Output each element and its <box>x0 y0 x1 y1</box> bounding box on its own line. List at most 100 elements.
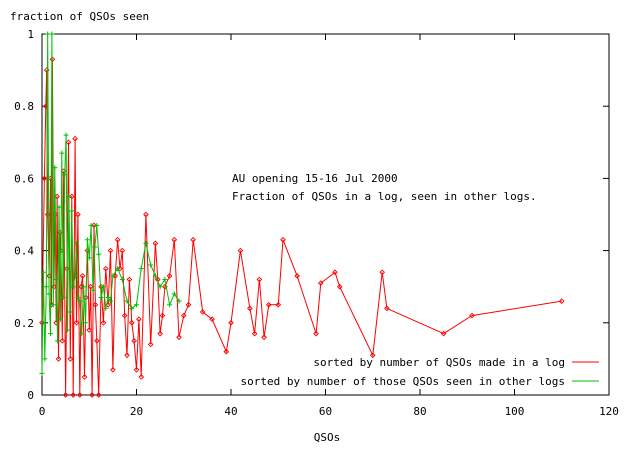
data-point <box>129 305 135 311</box>
data-point <box>68 193 75 200</box>
data-point <box>185 301 192 308</box>
data-point <box>237 247 244 254</box>
data-point <box>280 236 286 243</box>
data-point <box>75 211 81 218</box>
data-point <box>247 305 253 312</box>
data-point <box>88 222 94 228</box>
data-point <box>73 240 79 246</box>
x-tick-label: 100 <box>505 405 525 418</box>
data-point <box>92 244 98 250</box>
data-point <box>190 236 197 243</box>
data-point <box>73 319 80 326</box>
data-point <box>91 222 97 229</box>
data-point <box>336 283 343 290</box>
data-point <box>62 392 69 398</box>
data-point <box>171 291 177 297</box>
data-point <box>171 236 178 243</box>
data-point <box>440 330 447 337</box>
data-point <box>49 31 55 37</box>
series-2 <box>39 31 182 376</box>
data-point <box>143 211 149 218</box>
data-point <box>92 301 99 308</box>
data-point <box>159 312 166 319</box>
data-point <box>47 175 54 182</box>
data-point <box>67 356 74 362</box>
data-point <box>114 236 121 243</box>
data-point <box>76 392 83 398</box>
data-point <box>251 330 258 337</box>
data-point <box>67 309 73 315</box>
data-point <box>84 237 90 243</box>
legend-label: sorted by number of those QSOs seen in o… <box>240 375 565 388</box>
data-point <box>126 276 133 283</box>
data-point <box>72 135 78 142</box>
data-point <box>167 302 173 308</box>
legend: sorted by number of QSOs made in a log so… <box>240 356 599 388</box>
legend-label: sorted by number of QSOs made in a log <box>313 356 565 369</box>
data-point <box>176 334 182 341</box>
data-point <box>105 295 111 301</box>
x-tick-label: 40 <box>224 405 237 418</box>
data-point <box>50 302 56 308</box>
data-point <box>86 327 93 333</box>
data-point <box>98 295 104 301</box>
data-point <box>70 284 76 290</box>
data-point <box>157 330 163 337</box>
data-point <box>96 251 102 257</box>
data-point <box>121 312 128 319</box>
data-point <box>48 331 54 337</box>
data-point <box>95 392 102 398</box>
data-point <box>138 374 145 380</box>
y-tick-label: 0.8 <box>14 100 34 113</box>
data-point <box>65 327 71 333</box>
data-point <box>162 276 168 282</box>
data-point <box>138 266 144 272</box>
y-tick-label: 0.2 <box>14 317 34 330</box>
data-point <box>124 298 130 304</box>
data-point <box>43 284 49 290</box>
data-point <box>103 305 109 311</box>
data-point <box>228 319 234 326</box>
x-axis-label: QSOs <box>314 431 341 444</box>
data-point <box>55 356 62 362</box>
data-point <box>119 247 126 254</box>
data-point <box>81 374 88 380</box>
data-point <box>313 330 319 337</box>
data-point <box>134 302 139 308</box>
data-point <box>78 283 85 290</box>
series-layer <box>39 31 565 398</box>
data-point <box>117 265 123 272</box>
data-point <box>59 338 66 344</box>
data-point <box>72 273 78 279</box>
data-point <box>52 165 58 171</box>
data-point <box>79 273 86 279</box>
series-line <box>41 59 562 396</box>
data-point <box>41 175 48 182</box>
data-point <box>100 319 107 326</box>
data-point <box>261 334 267 341</box>
data-point <box>59 150 65 156</box>
data-point <box>384 305 390 312</box>
data-point <box>136 316 142 323</box>
data-point <box>143 240 149 246</box>
data-point <box>131 338 137 344</box>
data-point <box>469 312 475 319</box>
data-point <box>79 331 85 337</box>
data-point <box>87 283 94 290</box>
data-point <box>62 172 68 178</box>
data-point <box>152 273 158 279</box>
data-point <box>55 338 61 344</box>
y-tick-label: 1 <box>27 28 34 41</box>
data-point <box>65 139 72 146</box>
data-point <box>53 276 59 282</box>
data-point <box>110 273 116 279</box>
data-point <box>176 298 182 304</box>
data-point <box>128 319 135 326</box>
data-point <box>119 276 125 282</box>
data-point <box>69 208 75 214</box>
data-point <box>369 352 376 359</box>
data-point <box>102 265 109 272</box>
data-point <box>209 316 215 323</box>
data-point <box>45 31 51 37</box>
